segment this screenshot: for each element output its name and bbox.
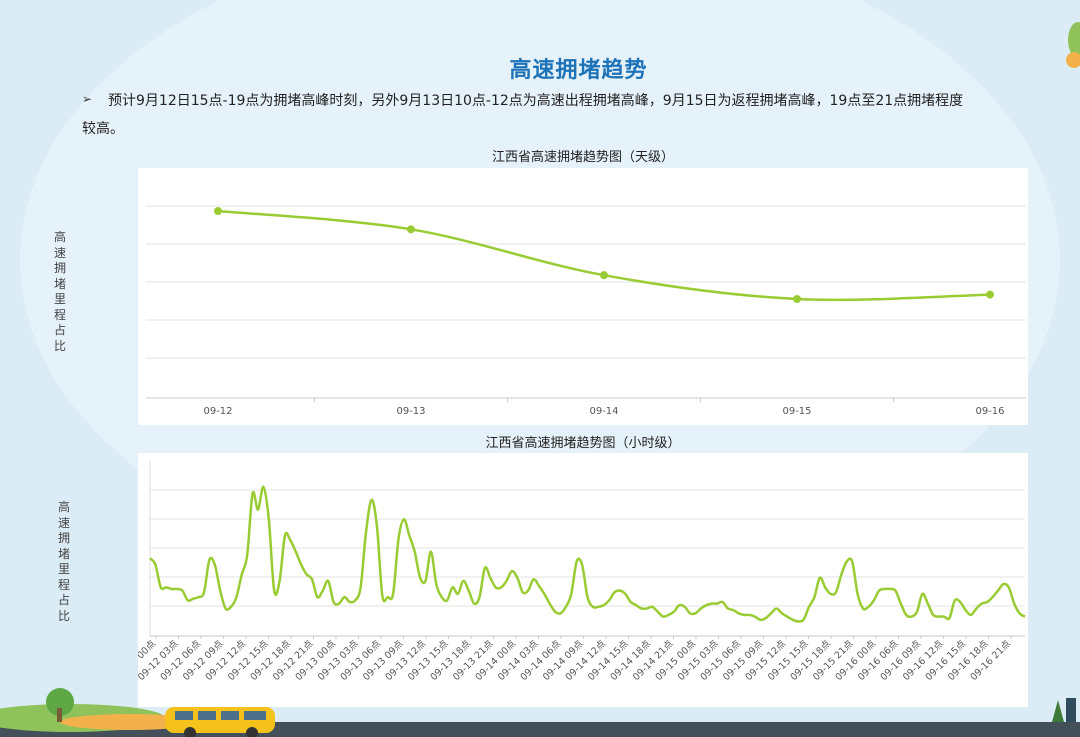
daily-point — [407, 225, 415, 234]
daily-chart: 09-12 09-13 09-14 09-15 09-16 — [146, 205, 1026, 417]
hourly-chart-ylabel: 高速拥堵里程占比 — [57, 500, 70, 623]
daily-chart-panel: 09-12 09-13 09-14 09-15 09-16 — [138, 168, 1028, 425]
daily-point — [793, 295, 801, 303]
hourly-chart-title: 江西省高速拥堵趋势图（小时级） — [485, 436, 681, 451]
daily-series-line — [217, 209, 991, 302]
note-bullet: ➢ — [82, 92, 93, 106]
daily-tick-label: 09-16 — [975, 406, 1004, 417]
page-title: 高速拥堵趋势 — [509, 58, 648, 83]
note-text: 预计9月12日15点-19点为拥堵高峰时刻，另外9月13日10点-12点为高速出… — [108, 93, 964, 109]
tree-right-icon — [1052, 698, 1076, 722]
daily-tick-label: 09-12 — [203, 406, 232, 417]
note-text-continued: 较高。 — [82, 121, 124, 137]
daily-point — [214, 207, 222, 215]
daily-chart-ylabel: 高速拥堵里程占比 — [53, 230, 66, 353]
daily-point — [600, 271, 608, 280]
bus-icon — [165, 707, 275, 737]
plant-corner-icon — [1066, 22, 1080, 68]
daily-point — [986, 290, 994, 299]
daily-tick-label: 09-14 — [589, 406, 618, 417]
daily-chart-title: 江西省高速拥堵趋势图（天级） — [491, 150, 674, 165]
tree-left — [46, 688, 74, 716]
hourly-series-line — [149, 485, 1026, 623]
daily-tick-label: 09-15 — [782, 406, 811, 417]
daily-tick-label: 09-13 — [396, 406, 425, 417]
hourly-chart-panel: 09-12 00点 09-12 03点 09-12 06点 09-12 09点 09-1… — [113, 453, 1028, 707]
